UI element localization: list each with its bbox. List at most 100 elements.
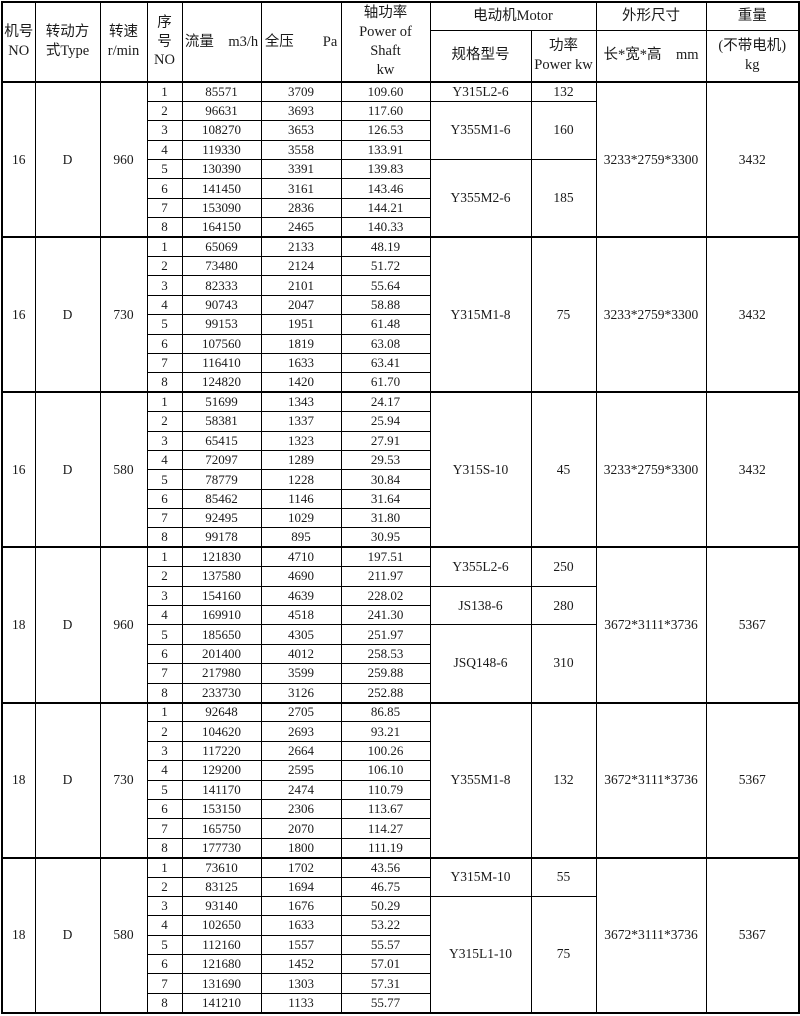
cell-motor-power: 75	[530, 895, 597, 1014]
cell-seq: 8	[146, 372, 183, 393]
cell-flow: 72097	[181, 449, 262, 471]
cell-pressure: 4639	[260, 585, 342, 607]
header-weight: (不带电机) kg	[705, 29, 800, 83]
cell-shaft-power: 109.60	[340, 80, 431, 102]
cell-flow: 119330	[181, 139, 262, 161]
table-row: 7 92495 1029 31.80	[2, 508, 799, 529]
table-row: 4 129200 2595 106.10	[2, 760, 799, 781]
cell-motor-power: 250	[530, 546, 597, 587]
cell-pressure: 1452	[260, 954, 342, 975]
header-line: Power kw	[534, 56, 593, 73]
cell-weight: 3432	[705, 236, 800, 393]
cell-pressure: 1146	[260, 488, 342, 510]
header-speed: 转速 r/min	[99, 1, 148, 83]
cell-seq: 7	[146, 197, 183, 219]
cell-motor-model: Y315M-10	[429, 856, 532, 897]
cell-drive-type: D	[34, 236, 101, 393]
cell-shaft-power: 228.02	[340, 585, 431, 607]
cell-seq: 2	[146, 876, 183, 897]
cell-shaft-power: 241.30	[340, 605, 431, 626]
cell-flow: 165750	[181, 818, 262, 839]
cell-shaft-power: 29.53	[340, 449, 431, 471]
cell-speed: 580	[99, 856, 148, 1014]
cell-weight: 5367	[705, 701, 800, 859]
header-line: kg	[745, 56, 760, 73]
cell-shaft-power: 114.27	[340, 818, 431, 839]
cell-shaft-power: 53.22	[340, 915, 431, 936]
cell-speed: 960	[99, 80, 148, 238]
table-row: 2 58381 1337 25.94	[2, 411, 799, 432]
cell-machine-no: 18	[1, 701, 36, 859]
cell-pressure: 2693	[260, 721, 342, 742]
cell-seq: 4	[146, 449, 183, 471]
cell-shaft-power: 252.88	[340, 682, 431, 704]
cell-shaft-power: 55.57	[340, 934, 431, 956]
cell-shaft-power: 100.26	[340, 740, 431, 762]
cell-motor-power: 185	[530, 159, 597, 238]
cell-pressure: 1676	[260, 895, 342, 917]
cell-shaft-power: 113.67	[340, 798, 431, 820]
table-row: 16 D 580 1 51699 1343 24.17 Y315S-10 45 3233*2759…	[1, 391, 800, 548]
cell-dimensions: 3233*2759*3300	[595, 80, 707, 238]
table-row: 3 108270 3653 126.53	[2, 120, 799, 141]
cell-shaft-power: 143.46	[340, 178, 431, 199]
cell-flow: 65069	[181, 236, 262, 258]
cell-shaft-power: 25.94	[340, 411, 431, 432]
cell-flow: 153150	[181, 798, 262, 820]
cell-seq: 4	[146, 605, 183, 626]
table-row: 8 164150 2465 140.33	[2, 217, 799, 238]
header-line: 转动方	[45, 24, 90, 41]
cell-pressure: 1343	[260, 391, 342, 413]
cell-seq: 1	[146, 80, 183, 102]
cell-shaft-power: 57.01	[340, 954, 431, 975]
cell-pressure: 2664	[260, 740, 342, 762]
cell-pressure: 4012	[260, 643, 342, 665]
cell-flow: 92495	[181, 508, 262, 529]
table-row: 3 117220 2664 100.26	[2, 740, 799, 762]
cell-pressure: 4690	[260, 566, 342, 587]
cell-seq: 5	[146, 159, 183, 180]
cell-shaft-power: 144.21	[340, 197, 431, 219]
header-line: 转速	[109, 24, 138, 41]
cell-pressure: 3161	[260, 178, 342, 199]
cell-seq: 4	[146, 915, 183, 936]
header-line: 轴功率	[363, 5, 408, 22]
cell-speed: 730	[99, 701, 148, 859]
cell-flow: 51699	[181, 391, 262, 413]
cell-pressure: 2047	[260, 294, 342, 316]
cell-shaft-power: 259.88	[340, 663, 431, 684]
table-row: 5 141170 2474 110.79	[2, 779, 799, 800]
cell-flow: 130390	[181, 159, 262, 180]
header-line: r/min	[107, 43, 140, 59]
cell-seq: 5	[146, 314, 183, 335]
header-pressure: 全压 Pa	[260, 1, 342, 83]
table-header: 机号 NO 转动方 式Type 转速 r/min 序 号 NO 流量 m3/h …	[1, 1, 800, 83]
cell-drive-type: D	[34, 856, 101, 1014]
header-drive-type: 转动方 式Type	[34, 1, 101, 83]
cell-seq: 4	[146, 139, 183, 161]
cell-shaft-power: 63.41	[340, 352, 431, 374]
cell-motor-power: 75	[530, 236, 597, 393]
cell-seq: 2	[146, 100, 183, 122]
cell-pressure: 2101	[260, 275, 342, 296]
cell-flow: 85571	[181, 80, 262, 102]
cell-pressure: 2474	[260, 779, 342, 800]
table-row: 2 137580 4690 211.97	[2, 566, 799, 587]
cell-shaft-power: 43.56	[340, 856, 431, 878]
header-seq: 序 号 NO	[146, 1, 183, 83]
cell-motor-model: Y355L2-6	[429, 546, 532, 587]
cell-pressure: 1800	[260, 837, 342, 859]
table-row: 4 119330 3558 133.91	[2, 139, 799, 161]
cell-seq: 3	[146, 120, 183, 141]
cell-speed: 960	[99, 546, 148, 704]
cell-seq: 2	[146, 411, 183, 432]
cell-pressure: 1702	[260, 856, 342, 878]
cell-pressure: 3599	[260, 663, 342, 684]
cell-shaft-power: 61.48	[340, 314, 431, 335]
cell-motor-model: JS138-6	[429, 585, 532, 626]
cell-flow: 92648	[181, 701, 262, 723]
cell-flow: 233730	[181, 682, 262, 704]
cell-shaft-power: 48.19	[340, 236, 431, 258]
